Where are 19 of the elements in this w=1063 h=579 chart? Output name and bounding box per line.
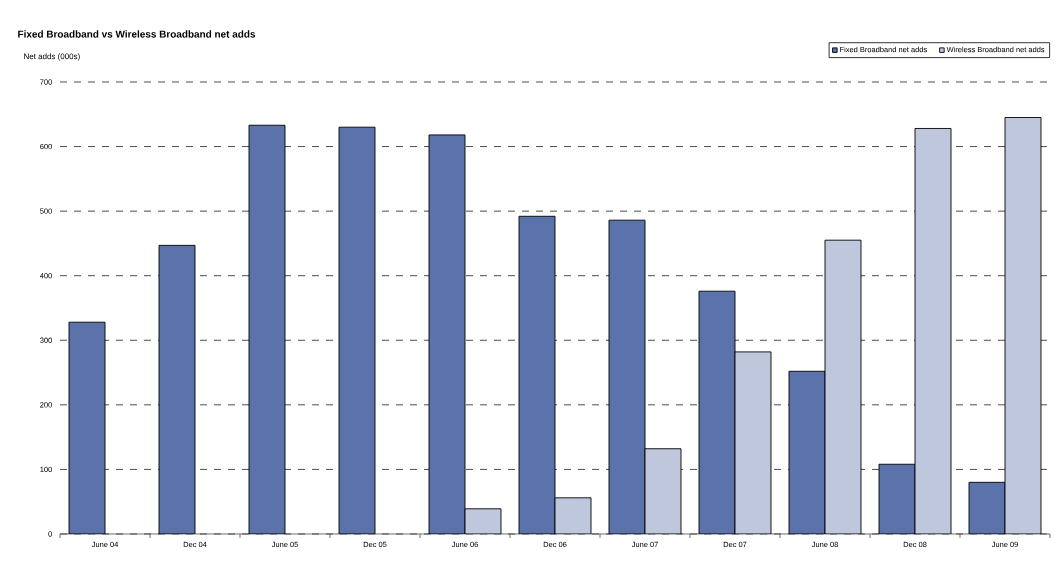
bar <box>464 508 502 534</box>
chart-title: Fixed Broadband vs Wireless Broadband net adds <box>18 30 256 38</box>
bar <box>248 124 286 534</box>
bar <box>428 134 466 534</box>
bar <box>68 321 106 534</box>
bar <box>788 370 826 534</box>
bar <box>878 463 916 534</box>
bar <box>914 128 952 534</box>
bar <box>1004 117 1042 534</box>
bar <box>698 290 736 534</box>
bar <box>518 215 556 534</box>
bar <box>608 219 646 534</box>
bar <box>158 244 196 534</box>
bar <box>338 126 376 534</box>
bar <box>824 239 862 534</box>
bar <box>554 497 592 534</box>
bar <box>644 448 682 534</box>
bar <box>734 351 772 534</box>
bar <box>968 481 1006 534</box>
